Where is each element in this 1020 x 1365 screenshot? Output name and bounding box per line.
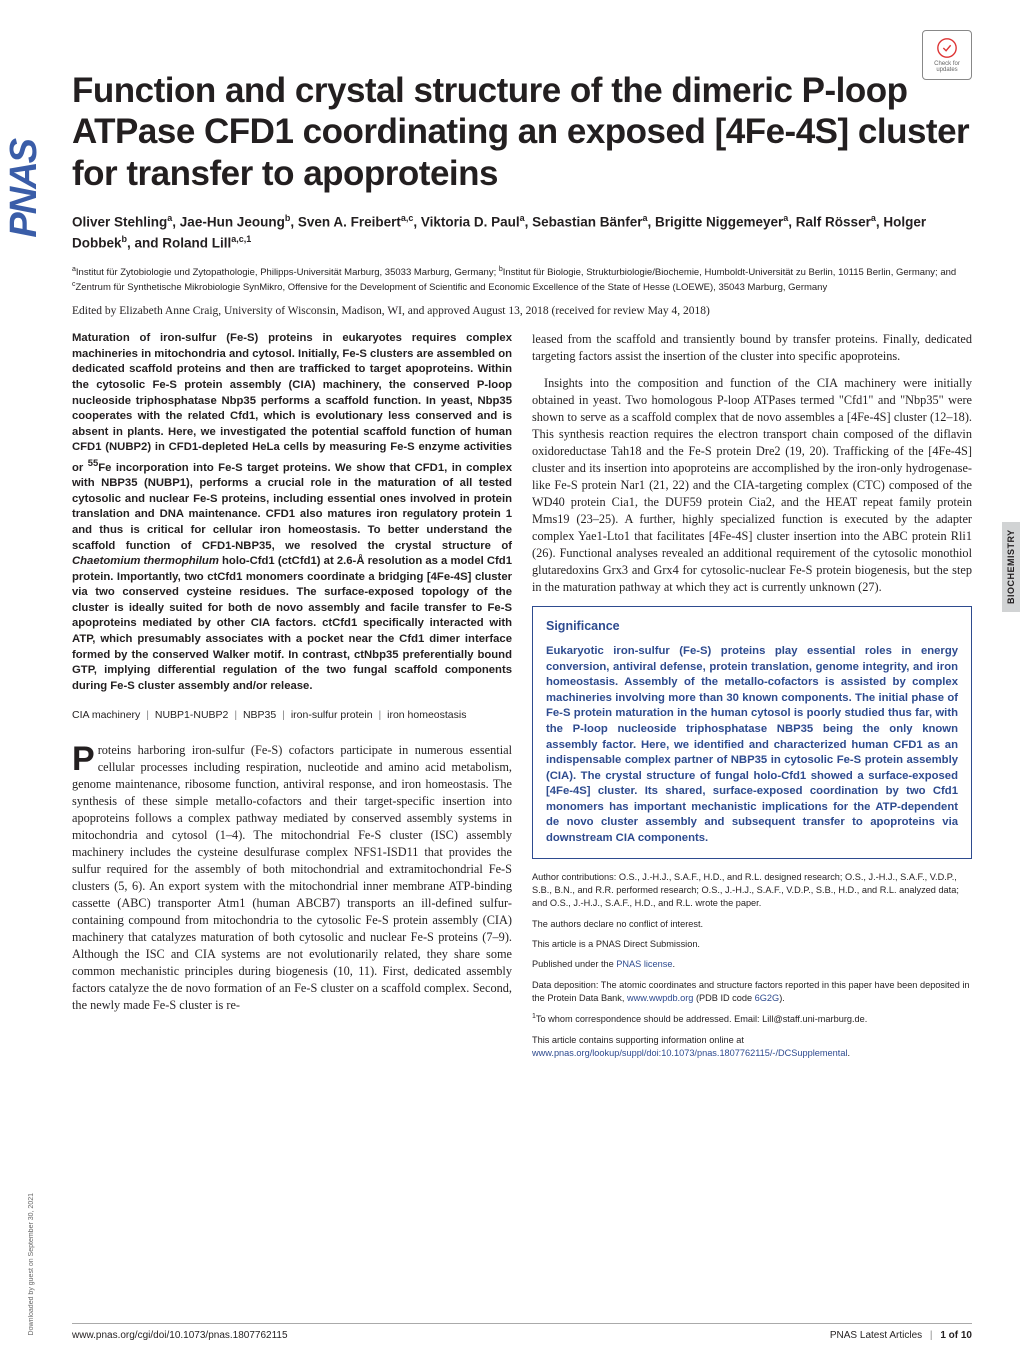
correspondence: 1To whom correspondence should be addres… <box>532 1012 972 1026</box>
author-list: Oliver Stehlinga, Jae-Hun Jeoungb, Sven … <box>72 212 972 254</box>
deposition-mid: (PDB ID code <box>693 993 754 1003</box>
doi-link[interactable]: www.pnas.org/cgi/doi/10.1073/pnas.180776… <box>72 1330 288 1341</box>
data-deposition: Data deposition: The atomic coordinates … <box>532 979 972 1006</box>
article-metadata: Author contributions: O.S., J.-H.J., S.A… <box>532 871 972 1061</box>
license-line: Published under the PNAS license. <box>532 958 972 971</box>
author-contributions: Author contributions: O.S., J.-H.J., S.A… <box>532 871 972 911</box>
license-post: . <box>672 959 675 969</box>
keyword-sep: | <box>378 709 381 721</box>
keyword: NBP35 <box>243 709 276 721</box>
keyword: NUBP1-NUBP2 <box>155 709 229 721</box>
main-content: Check for updates Function and crystal s… <box>72 30 972 1067</box>
check-updates-badge[interactable]: Check for updates <box>922 30 972 80</box>
page-number: 1 of 10 <box>940 1330 972 1341</box>
check-updates-icon <box>936 37 958 59</box>
keyword: iron homeostasis <box>387 709 466 721</box>
direct-submission: This article is a PNAS Direct Submission… <box>532 938 972 951</box>
keyword: iron-sulfur protein <box>291 709 373 721</box>
footer-sep: | <box>930 1330 933 1341</box>
conflict-statement: The authors declare no conflict of inter… <box>532 918 972 931</box>
supporting-post: . <box>847 1048 850 1058</box>
keyword-sep: | <box>282 709 285 721</box>
category-tab: BIOCHEMISTRY <box>1002 522 1020 612</box>
left-column: Maturation of iron-sulfur (Fe-S) protein… <box>72 331 512 1067</box>
supporting-info: This article contains supporting informa… <box>532 1034 972 1061</box>
license-pre: Published under the <box>532 959 616 969</box>
significance-title: Significance <box>546 618 958 635</box>
body-right-p2-text: Insights into the composition and functi… <box>532 376 972 594</box>
keyword-sep: | <box>146 709 149 721</box>
body-right-p1: leased from the scaffold and transiently… <box>532 331 972 365</box>
abstract: Maturation of iron-sulfur (Fe-S) protein… <box>72 331 512 694</box>
two-column-body: Maturation of iron-sulfur (Fe-S) protein… <box>72 331 972 1067</box>
right-column: leased from the scaffold and transiently… <box>532 331 972 1067</box>
check-updates-label: Check for updates <box>923 61 971 73</box>
page-footer: www.pnas.org/cgi/doi/10.1073/pnas.180776… <box>72 1323 972 1341</box>
supporting-pre: This article contains supporting informa… <box>532 1035 744 1045</box>
pdb-code-link[interactable]: 6G2G <box>755 993 780 1003</box>
keywords: CIA machinery | NUBP1-NUBP2 | NBP35 | ir… <box>72 708 512 724</box>
supporting-link[interactable]: www.pnas.org/lookup/suppl/doi:10.1073/pn… <box>532 1048 847 1058</box>
pnas-license-link[interactable]: PNAS license <box>616 959 672 969</box>
significance-box: Significance Eukaryotic iron-sulfur (Fe-… <box>532 606 972 859</box>
keyword-sep: | <box>234 709 237 721</box>
article-title: Function and crystal structure of the di… <box>72 70 972 194</box>
intro-paragraph: Proteins harboring iron-sulfur (Fe-S) co… <box>72 742 512 1014</box>
body-right-p2: Insights into the composition and functi… <box>532 375 972 596</box>
keyword: CIA machinery <box>72 709 140 721</box>
edited-by: Edited by Elizabeth Anne Craig, Universi… <box>72 305 972 317</box>
pnas-logo: PNAS <box>3 140 46 238</box>
journal-sidebar: PNAS <box>0 0 48 1365</box>
affiliations: aInstitut für Zytobiologie und Zytopatho… <box>72 265 972 294</box>
download-note: Downloaded by guest on September 30, 202… <box>28 1193 35 1335</box>
wwpdb-link[interactable]: www.wwpdb.org <box>627 993 693 1003</box>
significance-text: Eukaryotic iron-sulfur (Fe-S) proteins p… <box>546 644 958 847</box>
deposition-post: ). <box>779 993 785 1003</box>
dropcap: P <box>72 742 98 774</box>
body-left-text: roteins harboring iron-sulfur (Fe-S) cof… <box>72 743 512 1012</box>
footer-right: PNAS Latest Articles | 1 of 10 <box>830 1330 972 1341</box>
footer-label: PNAS Latest Articles <box>830 1330 922 1341</box>
